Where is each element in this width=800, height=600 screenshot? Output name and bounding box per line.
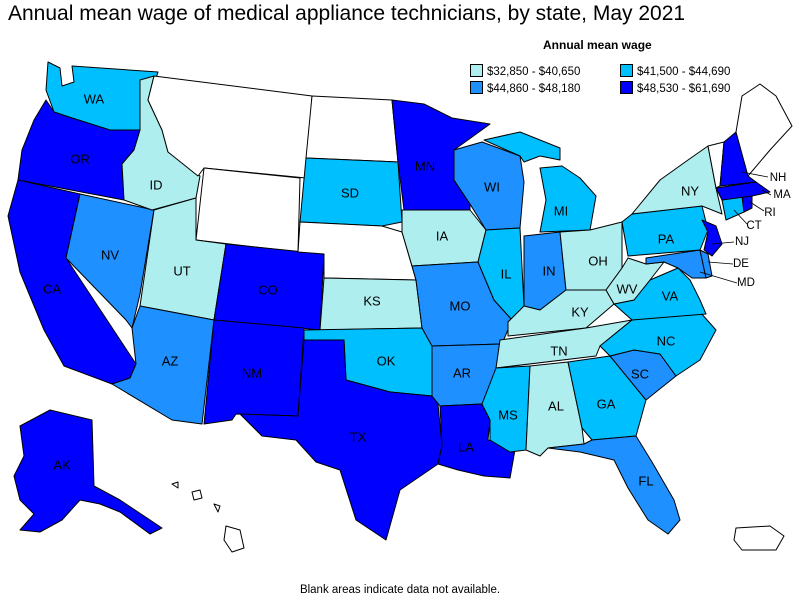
state-fl[interactable] — [547, 435, 681, 535]
state-hi[interactable] — [171, 481, 245, 553]
state-sd[interactable] — [299, 157, 403, 227]
state-label-ky: KY — [571, 304, 589, 319]
state-label-va: VA — [662, 288, 679, 303]
legend-item-tier-3: $44,860 - $48,180 — [470, 81, 580, 95]
legend-label: $32,850 - $40,650 — [487, 66, 581, 78]
legend-swatch — [470, 81, 483, 94]
state-label-la: LA — [458, 439, 474, 454]
legend-swatch — [620, 81, 633, 94]
state-mi[interactable] — [483, 131, 597, 233]
state-label-mn: MN — [415, 158, 435, 173]
state-labels: WA OR CA NV ID UT AZ CO NM SD KS OK TX MN IA MO AR LA WI IL… — [43, 91, 791, 488]
state-label-in: IN — [543, 263, 556, 278]
state-tx[interactable] — [239, 339, 443, 541]
legend-label: $48,530 - $61,690 — [637, 83, 731, 95]
state-label-oh: OH — [588, 253, 608, 268]
state-label-de: DE — [733, 258, 749, 270]
state-label-tn: TN — [550, 343, 567, 358]
state-nj[interactable] — [701, 219, 723, 257]
state-label-tx: TX — [350, 429, 367, 444]
leader-line — [699, 271, 738, 284]
state-ak[interactable] — [13, 409, 163, 535]
state-label-ar: AR — [453, 365, 471, 380]
state-label-ok: OK — [377, 353, 396, 368]
legend-label: $41,500 - $44,690 — [637, 66, 731, 78]
leader-line — [761, 189, 772, 196]
state-label-id: ID — [150, 177, 163, 192]
state-label-nj: NJ — [735, 236, 749, 248]
state-nd[interactable] — [305, 95, 399, 163]
state-label-ms: MS — [498, 407, 518, 422]
state-pr[interactable] — [733, 525, 785, 551]
state-label-il: IL — [501, 266, 512, 281]
state-label-ny: NY — [681, 183, 699, 198]
state-label-fl: FL — [638, 473, 653, 488]
state-label-wi: WI — [484, 179, 500, 194]
state-label-ut: UT — [173, 263, 190, 278]
state-ny[interactable] — [631, 145, 723, 215]
state-label-pa: PA — [658, 231, 675, 246]
state-de[interactable] — [699, 249, 713, 279]
state-label-ia: IA — [436, 228, 449, 243]
leader-line — [711, 241, 735, 245]
state-label-ks: KS — [363, 293, 381, 308]
leader-line — [707, 261, 734, 265]
state-ri[interactable] — [741, 195, 753, 213]
legend-label: $44,860 - $48,180 — [487, 83, 581, 95]
state-label-md: MD — [737, 277, 755, 289]
state-label-ri: RI — [764, 207, 776, 219]
legend-item-tier-2: $41,500 - $44,690 — [620, 64, 730, 78]
legend-swatch — [470, 64, 483, 77]
state-label-wv: WV — [617, 281, 638, 296]
state-label-az: AZ — [162, 353, 179, 368]
state-label-sd: SD — [341, 185, 359, 200]
legend-title: Annual mean wage — [543, 38, 652, 52]
state-label-sc: SC — [631, 366, 649, 381]
legend-swatch — [620, 64, 633, 77]
state-label-ct: CT — [746, 220, 761, 232]
state-label-ga: GA — [597, 396, 616, 411]
state-me[interactable] — [735, 83, 793, 177]
state-label-co: CO — [258, 282, 278, 297]
state-az[interactable] — [111, 305, 215, 425]
state-label-ak: AK — [53, 457, 71, 472]
state-wy[interactable] — [195, 167, 301, 253]
map-title: Annual mean wage of medical appliance te… — [8, 2, 686, 25]
state-label-al: AL — [548, 398, 564, 413]
state-label-ca: CA — [43, 281, 61, 296]
leader-line — [741, 171, 769, 178]
state-label-or: OR — [70, 151, 90, 166]
leader-line — [749, 201, 765, 212]
state-label-nh: NH — [770, 172, 787, 184]
legend-item-tier-1: $32,850 - $40,650 — [470, 64, 580, 78]
footnote: Blank areas indicate data not available. — [299, 584, 501, 596]
state-label-nm: NM — [242, 365, 262, 380]
legend-item-tier-4: $48,530 - $61,690 — [620, 81, 730, 95]
state-label-mo: MO — [450, 298, 471, 313]
state-nm[interactable] — [203, 319, 305, 425]
state-label-wa: WA — [84, 91, 105, 106]
state-label-ma: MA — [773, 189, 791, 201]
state-label-mi: MI — [554, 203, 568, 218]
leader-line — [733, 209, 748, 225]
state-label-nc: NC — [657, 333, 676, 348]
state-label-nv: NV — [101, 247, 119, 262]
